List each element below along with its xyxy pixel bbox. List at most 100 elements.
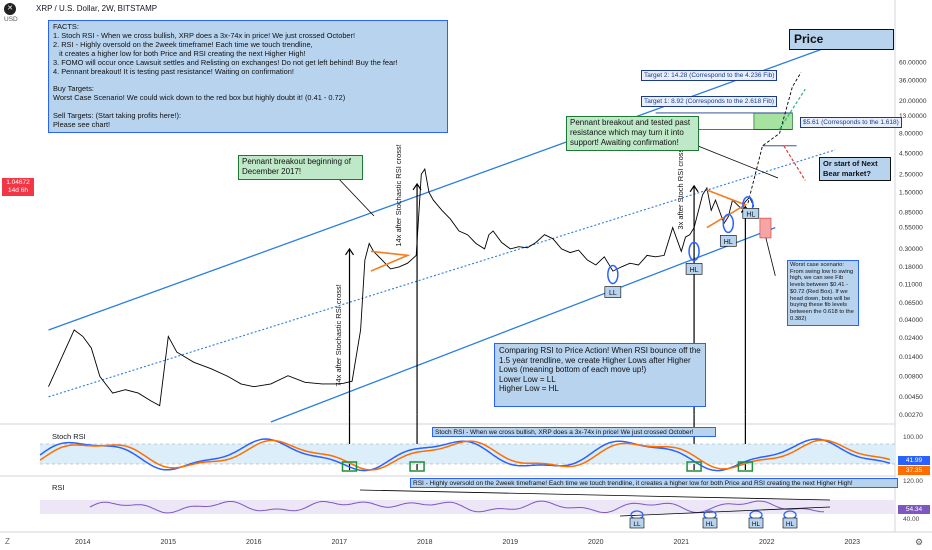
x-tick-label: 2021	[673, 539, 689, 546]
pennant-2017-note[interactable]: Pennant breakout beginning of December 2…	[238, 155, 363, 180]
y-tick-label: 2.50000	[899, 171, 923, 178]
higher-low-text: Higher Low = HL	[499, 384, 559, 393]
bear-market-note[interactable]: Or start of Next Bear market?	[819, 157, 891, 181]
facts-line: Worst Case Scenario! We could wick down …	[53, 93, 346, 103]
price-discovery-note[interactable]: Price Discovery??	[789, 29, 894, 50]
y-tick-label: 20.00000	[899, 98, 927, 105]
stoch-note[interactable]: Stoch RSI - When we cross bullish, XRP d…	[432, 427, 716, 437]
green-projection	[779, 88, 806, 130]
rsi-note[interactable]: RSI - Highly oversold on the 2week timef…	[410, 478, 898, 488]
price-hl-2-label-box	[719, 235, 737, 247]
stoch-band	[40, 444, 895, 464]
currency-label: USD	[4, 16, 18, 23]
price-hl-3-label: HL	[746, 211, 755, 218]
target0-tag[interactable]: $5.61 (Corresponds to the 1.618)	[800, 117, 902, 128]
target2-tag[interactable]: Target 2: 14.28 (Correspond to the 4.236…	[641, 70, 778, 81]
y-tick-label: 0.85000	[899, 209, 923, 216]
price-series	[48, 167, 755, 407]
time-axis[interactable]: 2014 2015 2016 2017 2018 2019 2020 2021 2022 2023	[75, 539, 860, 546]
x-tick-label: 2020	[588, 539, 604, 546]
grid-lines	[0, 0, 932, 533]
price-ll-label: LL	[609, 290, 617, 297]
price-hl-1-label: HL	[690, 267, 699, 274]
last-price-interval: 14d 6h	[8, 187, 28, 194]
x-tick-label: 2017	[331, 539, 347, 546]
facts-line: 2. RSI - Highly oversold on the 2week ti…	[53, 39, 313, 49]
y-tick-label: 13.00000	[899, 113, 927, 120]
worst-case-text: Worst case scenario: From swing low to s…	[790, 262, 854, 322]
worst-case-red-box	[759, 217, 772, 239]
price-hl-2-label: HL	[724, 239, 733, 246]
comparing-note[interactable]: Comparing RSI to Price Action! When RSI …	[494, 343, 706, 407]
y-tick-label: 1.50000	[899, 189, 923, 196]
x-tick-label: 2023	[844, 539, 860, 546]
comparing-text: Comparing RSI to Price Action! When RSI …	[499, 346, 701, 374]
rsi-tick-top: 120.00	[903, 478, 923, 485]
y-tick-label: 0.11000	[899, 281, 923, 288]
red-projection	[783, 145, 806, 181]
pennant-2021	[706, 189, 748, 229]
facts-line: 3. FOMO will occur once Lawsuit settles …	[53, 57, 398, 67]
pennant-now-note[interactable]: Pennant breakout and tested past resista…	[566, 116, 699, 151]
price-line	[48, 167, 755, 407]
y-tick-label: 60.00000	[899, 59, 927, 66]
y-tick-label: 0.01400	[899, 354, 923, 361]
facts-line	[53, 76, 443, 85]
tradingview-logo-icon[interactable]: Z	[5, 537, 10, 546]
arrow-3x-head	[689, 184, 699, 193]
price-hl-2-ellipse	[722, 213, 735, 234]
xrp-logo: ✕	[4, 3, 16, 15]
rsi-ll-label-box	[629, 517, 645, 529]
label-74x: 74x after Stochastic RSI cross!	[334, 284, 343, 387]
price-discovery-text: Price Discovery??	[794, 32, 824, 46]
stoch-label[interactable]: Stoch RSI	[52, 432, 86, 441]
target1-tag[interactable]: Target 1: 8.92 (Corresponds to the 2.618…	[641, 96, 778, 107]
rsi-ll-label: LL	[633, 521, 641, 528]
stoch-cross-box	[341, 461, 358, 472]
settings-gear-icon[interactable]: ⚙	[915, 537, 924, 547]
facts-line: Please see chart!	[53, 119, 111, 129]
price-axis[interactable]: 60.00000 36.00000 20.00000 13.00000 8.00000 4…	[899, 59, 927, 418]
arrow-14x-head	[412, 182, 422, 191]
stoch-cross-box	[686, 461, 702, 472]
facts-line: 1. Stoch RSI - When we cross bullish, XR…	[53, 30, 356, 40]
rsi-hl-3-label: HL	[786, 521, 795, 528]
pennant-2017-text: Pennant breakout beginning of December 2…	[242, 157, 351, 176]
rsi-line	[89, 500, 825, 514]
rsi-label[interactable]: RSI	[52, 483, 65, 492]
y-tick-label: 0.00800	[899, 374, 923, 381]
y-tick-label: 0.18000	[899, 264, 923, 271]
lower-low-text: Lower Low = LL	[499, 374, 556, 384]
pennant-now-pointer	[697, 145, 779, 179]
price-ll-label-box	[604, 286, 622, 298]
x-tick-label: 2022	[759, 539, 775, 546]
y-tick-label: 0.02400	[899, 335, 923, 342]
y-tick-label: 0.00450	[899, 394, 923, 401]
last-price-badge: 1.04672 14d 6h	[2, 178, 34, 196]
price-hl-1-label-box	[685, 263, 703, 275]
price-hl-1-ellipse	[688, 241, 700, 262]
y-tick-label: 8.00000	[899, 130, 923, 137]
facts-list: FACTS: 1. Stoch RSI - When we cross bulli…	[53, 22, 443, 130]
label-14x: 14x after Stochastic RSI cross!	[394, 144, 403, 247]
y-tick-label: 0.30000	[899, 246, 923, 253]
symbol-title[interactable]: XRP / U.S. Dollar, 2W, BITSTAMP	[36, 4, 158, 13]
y-tick-label: 0.04000	[899, 317, 923, 324]
worst-case-pointer	[765, 237, 776, 276]
rsi-pane: LL HL HL HL	[40, 489, 895, 529]
facts-note[interactable]: FACTS: 1. Stoch RSI - When we cross bulli…	[48, 20, 448, 133]
stoch-tick-top: 100.00	[903, 434, 923, 441]
facts-line: FACTS:	[53, 22, 79, 31]
trend-channel	[48, 43, 836, 423]
worst-case-note[interactable]: Worst case scenario: From swing low to s…	[787, 260, 859, 326]
stoch-cross-box	[737, 461, 754, 472]
pennant-2017	[370, 250, 411, 272]
facts-line: it creates a higher low for both Price a…	[53, 48, 306, 58]
label-3x: 3x after Stoch RSI cross!	[676, 147, 685, 230]
channel-mid-line	[48, 149, 836, 398]
stoch-k-badge: 41.99	[898, 456, 930, 465]
x-tick-label: 2016	[246, 539, 262, 546]
y-tick-label: 0.55000	[899, 225, 923, 232]
rsi-support-line	[619, 506, 831, 517]
